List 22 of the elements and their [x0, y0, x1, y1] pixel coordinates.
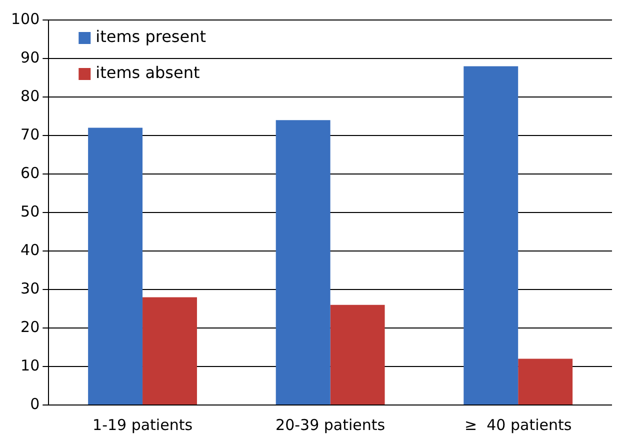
y-tick-label: 90 — [20, 48, 40, 66]
y-tick-label: 20 — [20, 318, 40, 336]
y-tick-label: 10 — [20, 356, 40, 374]
bar — [464, 66, 518, 404]
x-tick-label: ≥ 40 patients — [464, 416, 572, 434]
y-tick-label: 50 — [20, 202, 40, 220]
bar — [518, 358, 573, 404]
y-tick-label: 40 — [20, 240, 40, 259]
y-tick-label: 100 — [10, 10, 40, 28]
y-tick-label: 0 — [30, 394, 40, 413]
bar — [142, 297, 197, 404]
bar — [276, 120, 330, 404]
y-tick-label: 80 — [20, 86, 40, 105]
bar — [330, 304, 385, 404]
x-tick-label: 1-19 patients — [92, 416, 193, 434]
x-tick-label: 20-39 patients — [276, 416, 386, 434]
y-tick-label: 30 — [20, 279, 40, 298]
bar — [88, 128, 143, 404]
legend-label: items absent — [96, 63, 200, 82]
y-tick-label: 70 — [20, 125, 40, 144]
legend-label: items present — [96, 27, 206, 46]
y-tick-label: 60 — [20, 164, 40, 182]
